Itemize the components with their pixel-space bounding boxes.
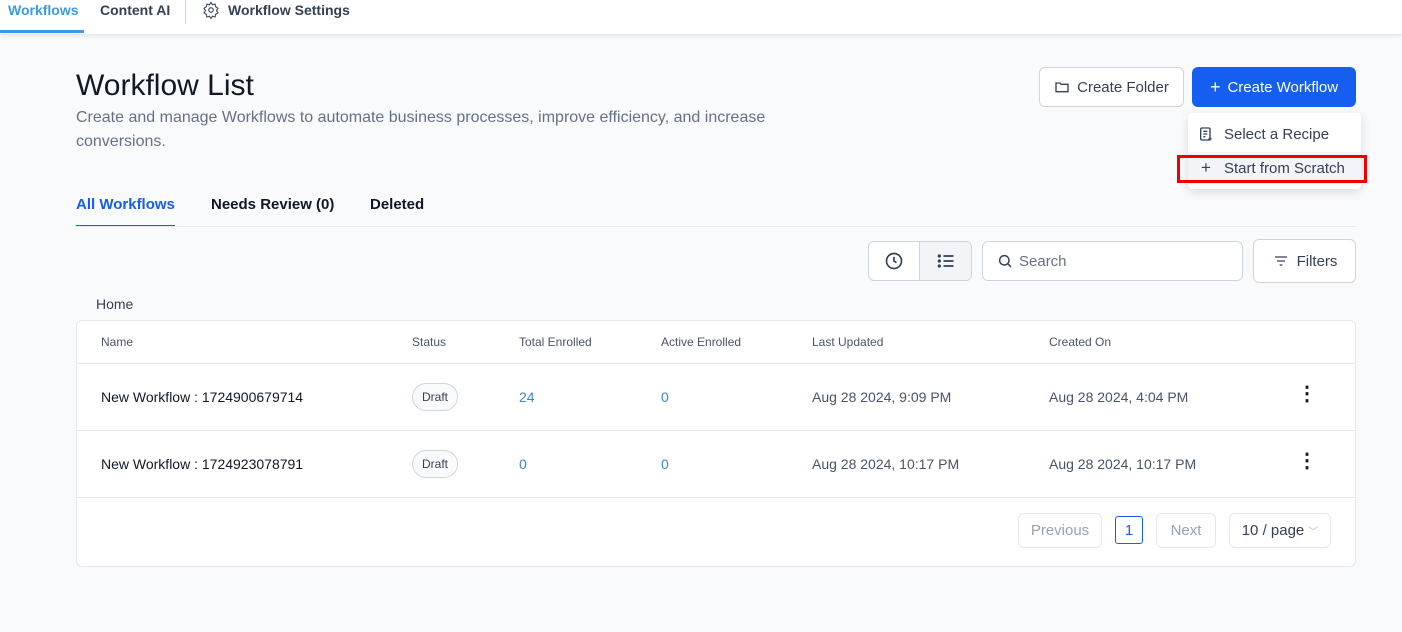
column-header-created-on: Created On xyxy=(1049,335,1112,349)
chevron-down-icon: ﹀ xyxy=(1308,527,1319,538)
create-folder-button[interactable]: Create Folder xyxy=(1039,67,1184,107)
last-updated: Aug 28 2024, 9:09 PM xyxy=(812,389,952,405)
menu-item-label: Select a Recipe xyxy=(1224,125,1330,143)
history-view-button[interactable] xyxy=(869,242,920,280)
tab-all-workflows[interactable]: All Workflows xyxy=(76,196,175,227)
workflow-name[interactable]: New Workflow : 1724923078791 xyxy=(101,456,304,472)
tab-needs-review[interactable]: Needs Review (0) xyxy=(211,196,335,213)
page-size-value: 10 / page xyxy=(1241,522,1305,539)
more-options-icon[interactable]: ⋮ xyxy=(1297,450,1317,472)
tab-deleted[interactable]: Deleted xyxy=(370,196,425,213)
nav-tab-workflow-settings[interactable]: Workflow Settings xyxy=(202,1,350,33)
create-workflow-button[interactable]: + Create Workflow xyxy=(1192,67,1356,107)
menu-item-label: Start from Scratch xyxy=(1224,159,1345,177)
more-options-icon[interactable]: ⋮ xyxy=(1297,383,1317,405)
breadcrumb[interactable]: Home xyxy=(96,296,134,312)
nav-divider xyxy=(185,0,186,24)
table-row[interactable]: New Workflow : 1724900679714 Draft 24 0 … xyxy=(77,363,1355,430)
column-header-name: Name xyxy=(101,335,134,349)
page-title: Workflow List xyxy=(76,69,254,102)
total-enrolled[interactable]: 0 xyxy=(519,456,527,472)
highlight-box xyxy=(1177,155,1367,183)
column-header-last-updated: Last Updated xyxy=(812,335,884,349)
gear-icon xyxy=(203,1,219,19)
created-on: Aug 28 2024, 10:17 PM xyxy=(1049,456,1197,472)
menu-item-select-recipe[interactable]: Select a Recipe xyxy=(1188,118,1361,150)
workflow-name[interactable]: New Workflow : 1724900679714 xyxy=(101,389,304,405)
column-header-status: Status xyxy=(412,335,447,349)
previous-page-button[interactable]: Previous xyxy=(1018,513,1102,548)
page-1-button[interactable]: 1 xyxy=(1115,516,1143,544)
next-page-button[interactable]: Next xyxy=(1156,513,1216,548)
status-badge: Draft xyxy=(412,450,459,478)
search-icon xyxy=(998,254,1012,268)
plus-icon: + xyxy=(1209,76,1221,97)
filters-label: Filters xyxy=(1296,252,1338,270)
table-row[interactable]: New Workflow : 1724923078791 Draft 0 0 A… xyxy=(77,430,1355,497)
clock-icon xyxy=(885,252,903,270)
total-enrolled[interactable]: 24 xyxy=(519,389,535,405)
created-on: Aug 28 2024, 4:04 PM xyxy=(1049,389,1189,405)
column-header-total-enrolled: Total Enrolled xyxy=(519,335,592,349)
active-enrolled[interactable]: 0 xyxy=(661,456,669,472)
search-placeholder: Search xyxy=(1019,252,1067,270)
nav-tab-content-ai[interactable]: Content AI xyxy=(100,2,171,18)
list-view-button[interactable] xyxy=(920,242,971,280)
nav-tab-workflows[interactable]: Workflows xyxy=(0,2,84,33)
filters-button[interactable]: Filters xyxy=(1253,239,1356,283)
list-icon xyxy=(937,254,953,268)
active-enrolled[interactable]: 0 xyxy=(661,389,669,405)
column-header-active-enrolled: Active Enrolled xyxy=(661,335,742,349)
page-size-select[interactable]: 10 / page ﹀ xyxy=(1229,513,1331,548)
row-divider xyxy=(77,497,1355,498)
view-toggle xyxy=(868,241,972,281)
top-nav: Workflows Content AI Workflow Settings xyxy=(0,0,1402,35)
create-folder-label: Create Folder xyxy=(1077,78,1169,96)
status-badge: Draft xyxy=(412,383,459,411)
last-updated: Aug 28 2024, 10:17 PM xyxy=(812,456,960,472)
filter-icon xyxy=(1274,256,1287,266)
recipe-icon xyxy=(1200,127,1212,141)
nav-tab-label: Workflow Settings xyxy=(228,2,350,18)
plus-icon: + xyxy=(1201,158,1211,177)
search-input[interactable]: Search xyxy=(982,241,1243,281)
tab-divider xyxy=(76,226,1356,227)
create-workflow-label: Create Workflow xyxy=(1227,78,1339,96)
page-subtitle: Create and manage Workflows to automate … xyxy=(76,109,766,150)
folder-icon xyxy=(1055,82,1069,93)
